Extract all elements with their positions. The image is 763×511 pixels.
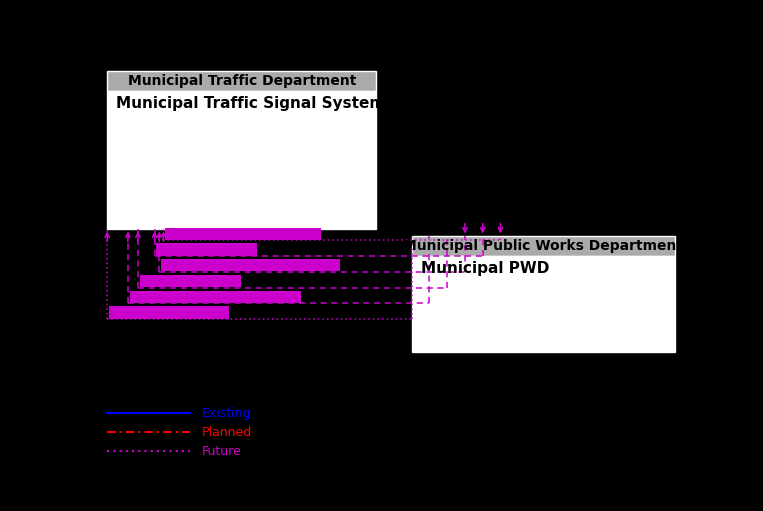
Bar xyxy=(107,91,376,228)
Text: Planned: Planned xyxy=(201,426,252,439)
Text: Municipal Traffic Signal Systems: Municipal Traffic Signal Systems xyxy=(116,96,394,110)
Text: Municipal Traffic Department: Municipal Traffic Department xyxy=(127,74,356,88)
Text: maint and constr resource request: maint and constr resource request xyxy=(131,292,300,301)
Bar xyxy=(412,256,675,353)
Text: Municipal PWD: Municipal PWD xyxy=(420,261,549,276)
Bar xyxy=(412,237,675,256)
Text: maint and constr resource response: maint and constr resource response xyxy=(163,260,339,270)
Text: Municipal Public Works Department: Municipal Public Works Department xyxy=(404,239,684,253)
Text: equipment maintenance status: equipment maintenance status xyxy=(166,229,320,239)
Text: incident information: incident information xyxy=(157,245,256,254)
Text: Existing: Existing xyxy=(201,407,251,420)
Text: incident information: incident information xyxy=(141,276,240,286)
Text: road network conditions: road network conditions xyxy=(110,308,228,317)
Bar xyxy=(107,71,376,91)
Text: Future: Future xyxy=(201,445,242,458)
